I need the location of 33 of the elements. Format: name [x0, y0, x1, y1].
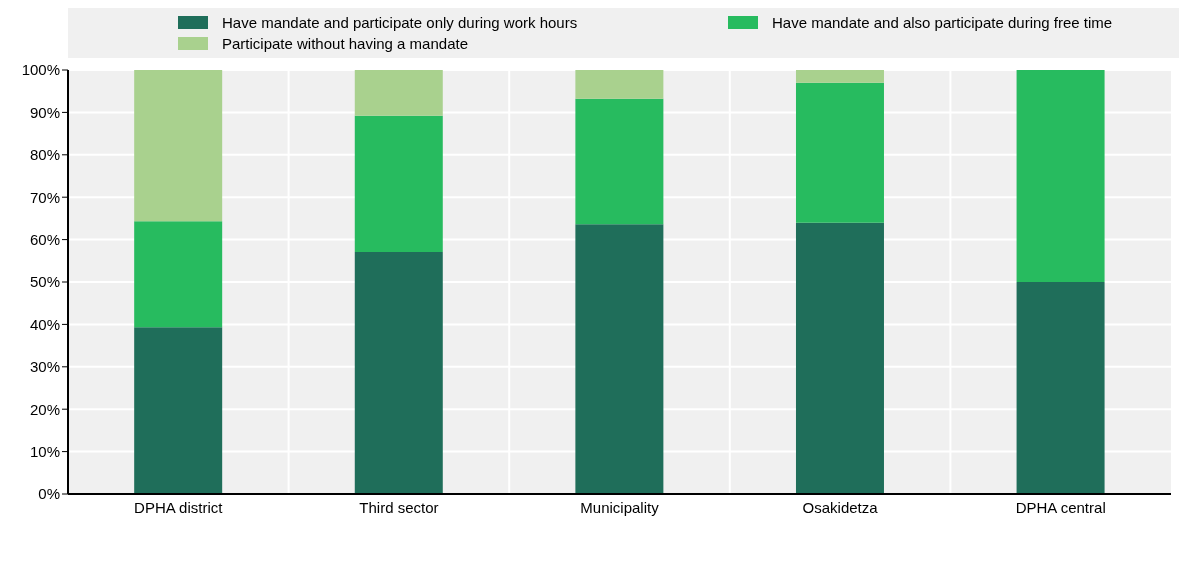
y-tick-label: 40%	[29, 315, 60, 333]
y-tick-label: 80%	[29, 146, 60, 164]
x-tick-label: DPHA central	[1015, 498, 1106, 516]
x-tick-label: DPHA district	[134, 498, 224, 516]
bar	[795, 70, 884, 83]
bar	[575, 70, 664, 99]
y-tick-label: 100%	[21, 61, 60, 79]
bar	[1016, 282, 1105, 494]
bar	[795, 82, 884, 223]
bar	[1016, 70, 1105, 282]
y-tick-label: 90%	[29, 103, 60, 121]
bar	[354, 115, 443, 252]
bar	[134, 221, 223, 328]
bar	[354, 251, 443, 494]
bar	[575, 224, 664, 494]
y-tick-label: 0%	[38, 485, 60, 503]
legend-label: Have mandate and participate only during work hours	[222, 14, 578, 31]
y-tick-label: 50%	[29, 273, 60, 291]
x-tick-label: Third sector	[359, 498, 439, 516]
legend-label: Have mandate and also participate during free time	[772, 14, 1113, 31]
bar	[795, 222, 884, 494]
y-tick-label: 70%	[29, 188, 60, 206]
y-tick-label: 30%	[29, 358, 60, 376]
x-tick-label: Municipality	[580, 498, 660, 516]
y-tick-label: 10%	[29, 442, 60, 460]
bar	[575, 98, 664, 225]
bar	[354, 70, 443, 116]
bar	[134, 327, 223, 494]
y-tick-label: 60%	[29, 230, 60, 248]
legend-label: Participate without having a mandate	[222, 35, 468, 52]
y-tick-label: 20%	[29, 400, 60, 418]
x-tick-label: Osakidetza	[802, 498, 879, 516]
bar	[134, 70, 223, 222]
